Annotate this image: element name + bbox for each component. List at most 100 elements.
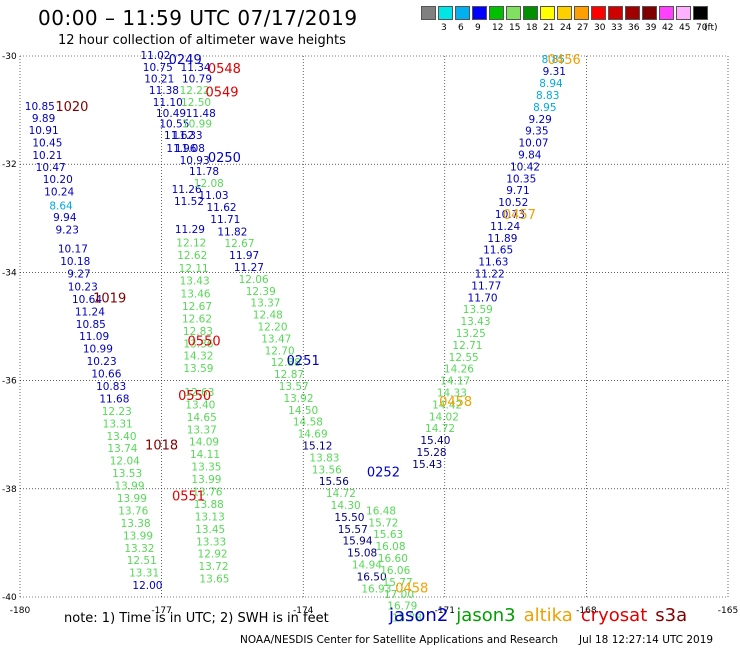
wave-height-value: 10.83 xyxy=(96,381,126,393)
wave-height-value: 15.63 xyxy=(373,529,403,541)
wave-height-value: 10.45 xyxy=(32,138,62,150)
wave-height-value: 12.11 xyxy=(179,263,209,275)
wave-height-value: 12.92 xyxy=(198,549,228,561)
wave-height-value: 10.91 xyxy=(29,125,59,137)
wave-height-value: 8.85 xyxy=(542,54,565,66)
footer-note: note: 1) Time is in UTC; 2) SWH is in fe… xyxy=(64,611,329,626)
wave-height-value: 13.92 xyxy=(283,393,313,405)
legend-label: 21 xyxy=(543,23,555,33)
legend-unit: (ft) xyxy=(704,23,718,33)
wave-height-value: 10.73 xyxy=(495,209,525,221)
wave-height-value: 13.40 xyxy=(106,431,136,443)
wave-height-value: 11.22 xyxy=(475,268,505,280)
pass-time-labels: 0249 0548 0549 1020 0250 0456 0457 1019 0550 0251… xyxy=(55,53,580,596)
wave-height-value: 10.21 xyxy=(144,74,174,86)
wave-height-value: 13.99 xyxy=(117,493,147,505)
legend-swatch xyxy=(489,6,504,20)
pass-time-label: 0549 xyxy=(205,86,238,101)
wave-height-value: 13.99 xyxy=(191,474,221,486)
wave-height-value: 13.46 xyxy=(181,288,211,300)
pass-time-label: 0550 xyxy=(188,335,221,350)
wave-height-value: 11.70 xyxy=(468,292,498,304)
wave-height-value: 15.57 xyxy=(338,524,368,536)
wave-height-value: 11.97 xyxy=(229,250,259,262)
wave-height-value: 15.43 xyxy=(412,459,442,471)
wave-height-value: 16.06 xyxy=(380,565,410,577)
wave-height-value: 13.35 xyxy=(191,462,221,474)
wave-height-value: 10.55 xyxy=(159,119,189,131)
pass-time-label: 0250 xyxy=(208,151,241,166)
wave-height-value: 15.12 xyxy=(302,441,332,453)
y-tick-label: -30 xyxy=(2,52,17,62)
wave-height-value: 10.18 xyxy=(60,256,90,268)
wave-height-value: 11.09 xyxy=(79,331,109,343)
wave-height-value: 10.47 xyxy=(36,162,66,174)
wave-height-value: 13.47 xyxy=(261,333,291,345)
wave-height-value: 14.09 xyxy=(189,437,219,449)
wave-height-value: 9.71 xyxy=(506,185,529,197)
wave-height-value: 12.12 xyxy=(176,238,206,250)
wave-height-value: 13.32 xyxy=(124,543,154,555)
wave-height-value: 13.65 xyxy=(199,574,229,586)
pass-time-label: 0252 xyxy=(367,465,400,480)
legend-swatch xyxy=(591,6,606,20)
wave-height-value: 11.27 xyxy=(234,262,264,274)
wave-height-value: 12.88 xyxy=(271,357,301,369)
footer-date: Jul 18 12:27:14 UTC 2019 xyxy=(579,634,714,646)
wave-height-value: 10.17 xyxy=(58,244,88,256)
wave-height-value: 8.83 xyxy=(536,90,559,102)
legend-label: 30 xyxy=(594,23,606,33)
pass-time-label: 0458 xyxy=(439,395,472,410)
legend-label: 6 xyxy=(458,23,464,33)
wave-height-value: 9.29 xyxy=(528,114,551,126)
x-tick-label: -177 xyxy=(151,606,171,616)
wave-height-value: 12.67 xyxy=(182,301,212,313)
wave-height-value: 15.94 xyxy=(342,536,372,548)
wave-height-value: 13.99 xyxy=(123,530,153,542)
wave-height-value: 12.63 xyxy=(184,387,214,399)
legend-swatch xyxy=(693,6,708,20)
wave-height-value: 11.02 xyxy=(140,50,170,62)
altimeter-tracks: 10.859.8910.9110.4510.2110.4710.2010.248… xyxy=(25,50,566,625)
wave-height-value: 15.28 xyxy=(417,447,447,459)
legend-swatch xyxy=(557,6,572,20)
wave-height-value: 12.06 xyxy=(239,274,269,286)
wave-height-value: 17.00 xyxy=(384,589,414,601)
satellite-legend: jason2 jason3 altika cryosat s3a xyxy=(389,605,695,626)
wave-height-value: 14.58 xyxy=(293,417,323,429)
pass-time-label: 0249 xyxy=(169,53,202,68)
wave-height-value: 15.77 xyxy=(383,577,413,589)
wave-height-value: 10.23 xyxy=(87,356,117,368)
wave-height-value: 15.72 xyxy=(368,517,398,529)
wave-height-value: 10.66 xyxy=(91,369,121,381)
wave-height-value: 14.42 xyxy=(432,399,462,411)
wave-height-value: 12.22 xyxy=(180,85,210,97)
wave-height-value: 11.48 xyxy=(186,108,216,120)
wave-height-value: 11.62 xyxy=(207,202,237,214)
wave-height-value: 10.99 xyxy=(83,344,113,356)
wave-height-value: 10.35 xyxy=(506,173,536,185)
wave-height-value: 11.33 xyxy=(173,130,203,142)
x-tick-label: -168 xyxy=(576,606,597,616)
wave-height-value: 11.34 xyxy=(181,62,211,74)
wave-height-value: 13.83 xyxy=(309,452,339,464)
pass-time-label: 0548 xyxy=(208,62,241,77)
wave-height-value: 10.42 xyxy=(510,161,540,173)
wave-height-value: 10.85 xyxy=(25,101,55,113)
y-tick-label: -32 xyxy=(2,160,17,170)
wave-height-value: 13.33 xyxy=(196,536,226,548)
wave-height-value: 9.94 xyxy=(53,212,77,224)
pass-time-label: 0456 xyxy=(548,53,581,68)
wave-height-value: 11.24 xyxy=(75,306,105,318)
wave-height-value: 12.62 xyxy=(177,250,207,262)
pass-time-label: 0457 xyxy=(503,208,536,223)
y-tick-label: -38 xyxy=(2,485,17,495)
wave-height-value: 15.50 xyxy=(334,512,364,524)
wave-height-value: 13.45 xyxy=(195,524,225,536)
legend-label: 39 xyxy=(645,23,657,33)
wave-height-value: 11.71 xyxy=(210,214,240,226)
wave-height-value: 11.68 xyxy=(99,393,129,405)
wave-height-value: 13.74 xyxy=(107,443,137,455)
legend-label: 24 xyxy=(560,23,572,33)
